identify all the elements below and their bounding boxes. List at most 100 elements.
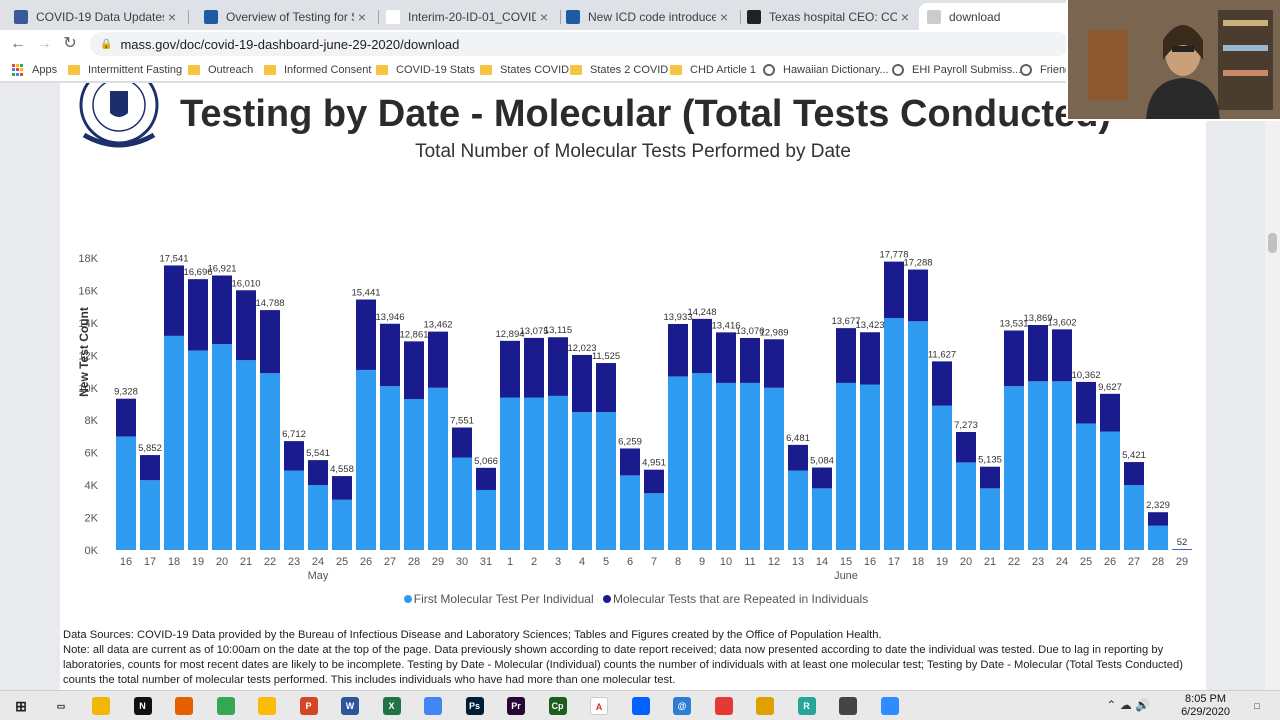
bookmark-label: States COVID bbox=[500, 64, 570, 76]
bookmark-item[interactable]: Intermittent Fasting bbox=[68, 62, 182, 78]
task-view-icon[interactable]: ▭ bbox=[56, 701, 66, 711]
y-tick-label: 2K bbox=[85, 513, 99, 525]
app-blue-icon[interactable]: @ bbox=[673, 697, 691, 715]
tab-close-icon[interactable]: × bbox=[900, 8, 910, 25]
bookmark-item[interactable]: Apps bbox=[12, 62, 57, 78]
bar-first-test bbox=[380, 386, 400, 550]
tab-close-icon[interactable]: × bbox=[357, 8, 367, 25]
webcam-overlay bbox=[1066, 0, 1280, 121]
clock-time: 8:05 PM bbox=[1185, 693, 1227, 705]
bookmark-item[interactable]: COVID-19 Stats bbox=[376, 62, 475, 78]
word-icon[interactable]: W bbox=[341, 697, 359, 715]
bar-total-label: 13,115 bbox=[544, 325, 572, 336]
browser-tab[interactable]: Interim-20-ID-01_COVID-19× bbox=[378, 3, 561, 30]
tab-close-icon[interactable]: × bbox=[719, 8, 729, 25]
bar-first-test bbox=[980, 488, 1000, 550]
reload-icon[interactable]: ↻ bbox=[63, 35, 77, 52]
bar-repeated-test bbox=[428, 331, 448, 388]
bookmark-item[interactable]: Hawaiian Dictionary... bbox=[763, 62, 889, 78]
bar-repeated-test bbox=[380, 323, 400, 387]
bar-repeated-test bbox=[356, 299, 376, 370]
bar-repeated-test bbox=[1052, 329, 1072, 382]
tab-close-icon[interactable]: × bbox=[539, 8, 549, 25]
bookmark-item[interactable]: Informed Consent bbox=[264, 62, 371, 78]
bar-repeated-test bbox=[1148, 512, 1168, 526]
x-tick-label: 30 bbox=[456, 556, 468, 568]
bookmark-item[interactable]: CHD Article 1 bbox=[670, 62, 756, 78]
app-multi-icon[interactable] bbox=[756, 697, 774, 715]
captivate-icon[interactable]: Cp bbox=[548, 697, 567, 715]
drive-icon[interactable] bbox=[424, 697, 442, 715]
bar-total-label: 14,248 bbox=[687, 307, 716, 318]
app-teal-icon[interactable]: R bbox=[797, 697, 816, 715]
bar-repeated-test bbox=[140, 455, 160, 481]
bar-first-test bbox=[956, 462, 976, 550]
legend-label-first: First Molecular Test Per Individual bbox=[413, 592, 594, 606]
x-tick-label: 28 bbox=[408, 556, 420, 568]
notification-icon[interactable]: □ bbox=[1254, 701, 1260, 711]
bar-total-label: 6,259 bbox=[618, 436, 642, 447]
browser-tab[interactable]: New ICD code introduced fo× bbox=[558, 3, 741, 30]
clock[interactable]: 8:05 PM 6/29/2020 bbox=[1181, 693, 1230, 719]
bookmark-item[interactable]: States COVID bbox=[480, 62, 569, 78]
bar-repeated-test bbox=[692, 318, 712, 374]
forward-arrow-icon[interactable]: → bbox=[36, 35, 52, 52]
page-scrollbar[interactable] bbox=[1265, 83, 1280, 690]
bar-total-label: 7,273 bbox=[954, 420, 978, 431]
bar-first-test bbox=[836, 382, 856, 550]
back-arrow-icon[interactable]: ← bbox=[10, 35, 26, 52]
pdf-page: Testing by Date - Molecular (Total Tests… bbox=[60, 83, 1206, 690]
excel-icon[interactable]: X bbox=[382, 697, 401, 715]
bar-repeated-test bbox=[884, 261, 904, 319]
bookmark-item[interactable]: EHI Payroll Submiss... bbox=[892, 62, 1021, 78]
bar-total-label: 5,421 bbox=[1122, 450, 1146, 461]
chrome-icon[interactable] bbox=[216, 697, 235, 715]
dropbox-icon[interactable] bbox=[631, 697, 650, 715]
bar-total-label: 14,788 bbox=[255, 298, 284, 309]
x-tick-label: 26 bbox=[360, 556, 372, 568]
legend-swatch-repeated bbox=[602, 595, 611, 603]
bar-repeated-test bbox=[908, 269, 928, 322]
globe-icon bbox=[763, 64, 775, 76]
file-explorer-icon[interactable] bbox=[92, 697, 110, 715]
page-title: Testing by Date - Molecular (Total Tests… bbox=[180, 93, 1112, 135]
browser-tab[interactable]: COVID-19 Data Updates From× bbox=[6, 3, 189, 30]
y-tick-label: 16K bbox=[78, 285, 98, 297]
tab-favicon-icon bbox=[747, 9, 761, 24]
dph-seal-logo bbox=[79, 83, 159, 148]
chrome-alt-icon[interactable] bbox=[258, 697, 276, 715]
calculator-icon[interactable] bbox=[839, 697, 857, 715]
zoom-icon[interactable] bbox=[880, 697, 899, 715]
firefox-icon[interactable] bbox=[175, 697, 193, 715]
tab-separator bbox=[740, 10, 741, 24]
bar-first-test bbox=[596, 412, 616, 550]
data-notes: Data Sources: COVID-19 Data provided by … bbox=[63, 628, 1199, 688]
bookmark-item[interactable]: Friend bbox=[1020, 62, 1071, 78]
tab-close-icon[interactable]: × bbox=[167, 8, 177, 25]
address-bar[interactable]: 🔒 mass.gov/doc/covid-19-dashboard-june-2… bbox=[90, 32, 1070, 56]
bar-first-test bbox=[164, 335, 184, 550]
bookmark-item[interactable]: States 2 COVID bbox=[570, 62, 668, 78]
premiere-icon[interactable]: Pr bbox=[507, 697, 525, 715]
bar-total-label: 6,481 bbox=[786, 433, 810, 444]
powerpoint-icon[interactable]: P bbox=[299, 697, 318, 715]
browser-tab[interactable]: Texas hospital CEO: COVID i× bbox=[739, 3, 922, 30]
x-tick-label: 19 bbox=[192, 556, 204, 568]
bar-first-test bbox=[620, 475, 640, 550]
acrobat-icon[interactable]: A bbox=[590, 697, 608, 715]
x-tick-label: 10 bbox=[720, 556, 732, 568]
folder-icon bbox=[670, 65, 682, 75]
netflix-icon[interactable]: N bbox=[133, 697, 152, 715]
bookmark-item[interactable]: Outreach bbox=[188, 62, 253, 78]
bar-total-label: 4,951 bbox=[642, 458, 666, 469]
bar-total-label: 12,894 bbox=[495, 329, 524, 340]
x-tick-label: 21 bbox=[240, 556, 252, 568]
scrollbar-thumb[interactable] bbox=[1268, 233, 1277, 253]
browser-tab[interactable]: Overview of Testing for SARS× bbox=[196, 3, 379, 30]
chart-title: Total Number of Molecular Tests Performe… bbox=[415, 141, 851, 162]
app-red-icon[interactable] bbox=[714, 697, 733, 715]
photoshop-icon[interactable]: Ps bbox=[465, 697, 484, 715]
windows-start-icon[interactable]: ⊞ bbox=[15, 698, 27, 714]
x-tick-label: 21 bbox=[984, 556, 996, 568]
tab-separator bbox=[188, 10, 189, 24]
